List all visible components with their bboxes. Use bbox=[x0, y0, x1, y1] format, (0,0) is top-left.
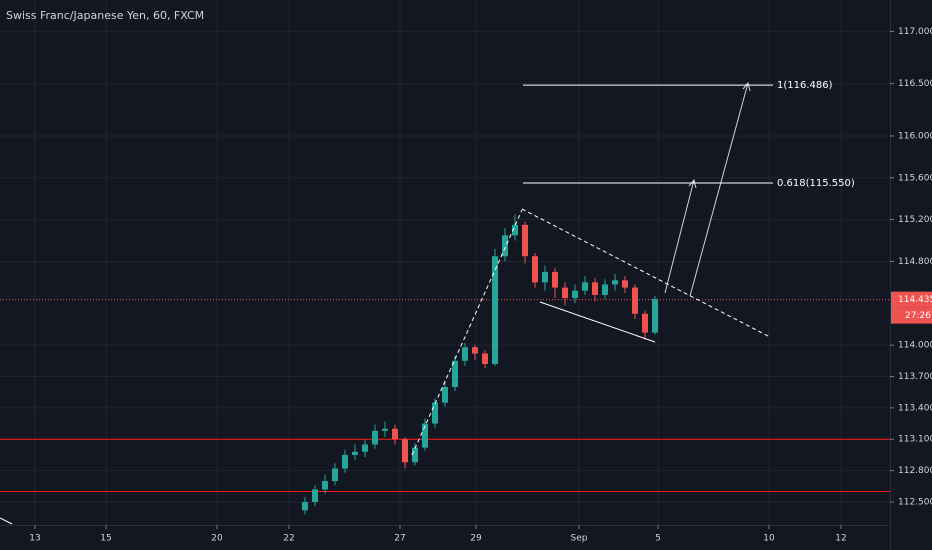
candle-body bbox=[462, 347, 468, 361]
x-tick-label: 12 bbox=[835, 534, 846, 544]
candle-body bbox=[322, 481, 328, 490]
candle-body bbox=[372, 430, 378, 445]
trend-line bbox=[411, 209, 523, 456]
x-tick-label: 27 bbox=[394, 534, 405, 544]
x-tick-label: 22 bbox=[283, 534, 294, 544]
candle-body bbox=[472, 347, 478, 354]
candle-body bbox=[562, 287, 568, 299]
y-tick-label: 112.500 bbox=[898, 497, 932, 507]
candle-body bbox=[612, 280, 618, 285]
y-tick-label: 113.700 bbox=[898, 372, 932, 382]
axes: 117.000 116.500 116.000 115.600 115.200 114.8… bbox=[29, 27, 932, 544]
candle-body bbox=[482, 353, 488, 364]
candle-body bbox=[572, 290, 578, 299]
countdown-box bbox=[891, 307, 932, 324]
arrow-head bbox=[688, 178, 697, 189]
trend-line bbox=[539, 301, 656, 343]
candle-body bbox=[392, 428, 398, 440]
candle-body bbox=[632, 287, 638, 314]
y-tick-label: 114.000 bbox=[898, 341, 932, 351]
candle-body bbox=[542, 271, 548, 283]
time-axis bbox=[0, 525, 890, 550]
candle-body bbox=[532, 256, 538, 283]
arrow-head bbox=[742, 81, 751, 92]
y-tick-label: 113.100 bbox=[898, 435, 932, 445]
candle-body bbox=[432, 402, 438, 424]
fib-levels: 1(116.486) 0.618(115.550) bbox=[523, 80, 855, 189]
x-tick-label: 15 bbox=[100, 534, 111, 544]
candle-body bbox=[342, 454, 348, 469]
candle-body bbox=[302, 501, 308, 511]
drawing-fragment bbox=[0, 517, 13, 525]
chart-title: Swiss Franc/Japanese Yen, 60, FXCM bbox=[6, 9, 204, 22]
projection-arrow bbox=[689, 82, 749, 297]
trend-line bbox=[521, 208, 771, 338]
candle-body bbox=[582, 282, 588, 291]
x-tick-label: 20 bbox=[211, 534, 223, 544]
y-tick-label: 116.000 bbox=[898, 131, 932, 141]
x-tick-label: Sep bbox=[571, 534, 588, 544]
candles bbox=[302, 214, 658, 515]
candle-body bbox=[622, 280, 628, 288]
drawings bbox=[0, 81, 771, 525]
y-tick-label: 115.600 bbox=[898, 173, 932, 183]
fib-label: 0.618(115.550) bbox=[777, 178, 855, 189]
candle-body bbox=[402, 439, 408, 463]
candle-body bbox=[552, 271, 558, 288]
x-tick-label: 5 bbox=[655, 534, 661, 544]
countdown-label: 27:26 bbox=[905, 311, 931, 321]
fib-label: 1(116.486) bbox=[777, 80, 833, 91]
x-tick-label: 10 bbox=[763, 534, 775, 544]
y-tick-label: 117.000 bbox=[898, 27, 932, 37]
candle-body bbox=[602, 284, 608, 295]
candle-body bbox=[592, 282, 598, 295]
candle-body bbox=[332, 468, 338, 482]
candle-body bbox=[422, 423, 428, 448]
last-price-box bbox=[891, 291, 932, 308]
candle-body bbox=[492, 256, 498, 364]
y-tick-label: 112.800 bbox=[898, 466, 932, 476]
projection-arrow bbox=[664, 179, 695, 294]
grid bbox=[0, 0, 890, 525]
y-tick-label: 114.800 bbox=[898, 257, 932, 267]
candle-body bbox=[312, 489, 318, 502]
x-tick-label: 13 bbox=[29, 534, 40, 544]
candle-body bbox=[522, 224, 528, 257]
y-tick-label: 115.200 bbox=[898, 215, 932, 225]
candle-body bbox=[442, 386, 448, 403]
candle-body bbox=[412, 447, 418, 463]
candle-body bbox=[502, 235, 508, 257]
candle-body bbox=[652, 299, 658, 333]
candle-body bbox=[382, 428, 388, 431]
price-axis bbox=[890, 0, 932, 550]
candle-body bbox=[642, 313, 648, 333]
candle-body bbox=[512, 224, 518, 236]
candle-body bbox=[452, 360, 458, 387]
levels bbox=[0, 299, 890, 493]
candle-body bbox=[362, 444, 368, 452]
x-tick-label: 29 bbox=[470, 534, 482, 544]
y-tick-label: 116.500 bbox=[898, 79, 932, 89]
y-tick-label: 113.400 bbox=[898, 403, 932, 413]
candle-body bbox=[352, 451, 358, 455]
last-price-label: 114.435 bbox=[898, 295, 932, 305]
